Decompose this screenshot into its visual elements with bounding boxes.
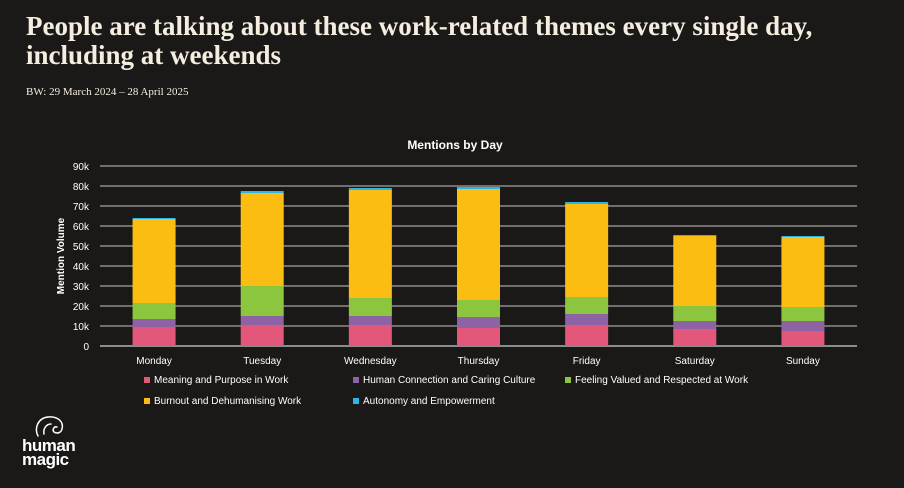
legend-swatch	[144, 377, 150, 383]
x-tick-label: Sunday	[786, 356, 820, 367]
legend-label: Human Connection and Caring Culture	[363, 375, 536, 386]
bar-segment	[565, 314, 609, 325]
x-tick-label: Wednesday	[344, 356, 397, 367]
y-tick-label: 0	[83, 342, 89, 353]
bar-segment	[781, 321, 825, 331]
bar-segment	[132, 319, 176, 327]
legend-label: Autonomy and Empowerment	[363, 396, 495, 407]
y-tick-label: 70k	[73, 202, 90, 213]
bar-segment	[673, 329, 717, 346]
logo-text-line1: human	[22, 436, 76, 455]
bar-segment	[348, 325, 392, 346]
bar-segment	[673, 236, 717, 306]
bar-segment	[348, 188, 392, 190]
chart-title: Mentions by Day	[407, 138, 503, 152]
legend-swatch	[353, 377, 359, 383]
y-tick-label: 10k	[73, 322, 90, 333]
legend-label: Feeling Valued and Respected at Work	[575, 375, 749, 386]
bar-segment	[781, 236, 825, 237]
y-axis-ticks: 0 10k 20k 30k 40k 50k 60k 70k 80k 90k	[73, 162, 90, 353]
bar-segment	[781, 237, 825, 307]
bar-segment	[132, 218, 176, 219]
bar-segment	[240, 193, 284, 286]
bar-segment	[457, 187, 500, 189]
bar-segment	[781, 331, 825, 346]
date-range: BW: 29 March 2024 – 28 April 2025	[26, 86, 189, 98]
y-tick-label: 40k	[73, 262, 90, 273]
y-axis-label: Mention Volume	[56, 217, 67, 294]
y-tick-label: 60k	[73, 222, 90, 233]
logo-text-line2: magic	[22, 450, 69, 469]
bar-segment	[348, 316, 392, 325]
bar-segment	[457, 189, 500, 300]
bar-segment	[565, 202, 609, 204]
page-title: People are talking about these work-rela…	[26, 11, 813, 70]
bar-segment	[781, 307, 825, 321]
bar-segment	[348, 190, 392, 298]
bar-segment	[240, 316, 284, 325]
bar-segment	[457, 328, 500, 346]
human-magic-logo: human magic	[18, 412, 98, 472]
x-tick-label: Friday	[573, 356, 601, 367]
y-tick-label: 80k	[73, 182, 90, 193]
bar-segment	[132, 303, 176, 319]
legend-swatch	[144, 398, 150, 404]
legend-label: Meaning and Purpose in Work	[154, 375, 289, 386]
bar-segment	[132, 219, 176, 303]
bar-segment	[565, 204, 609, 297]
legend-swatch	[565, 377, 571, 383]
x-tick-label: Monday	[136, 356, 172, 367]
legend-swatch	[353, 398, 359, 404]
bar-segment	[673, 235, 717, 236]
y-tick-label: 30k	[73, 282, 90, 293]
bar-segment	[240, 286, 284, 316]
x-tick-label: Tuesday	[243, 356, 281, 367]
y-tick-label: 20k	[73, 302, 90, 313]
bar-segment	[673, 306, 717, 321]
bar-segment	[565, 297, 609, 314]
brain-logo-icon	[35, 416, 64, 437]
bar-segment	[240, 191, 284, 193]
bar-segment	[457, 300, 500, 317]
bars	[132, 187, 825, 346]
bar-segment	[132, 327, 176, 346]
bar-segment	[348, 298, 392, 316]
x-axis-ticks: Monday Tuesday Wednesday Thursday Friday Satu…	[136, 356, 820, 367]
x-tick-label: Thursday	[458, 356, 500, 367]
x-tick-label: Saturday	[675, 356, 715, 367]
bar-segment	[240, 325, 284, 346]
y-tick-label: 90k	[73, 162, 90, 173]
legend: Meaning and Purpose in Work Human Connect…	[144, 375, 749, 407]
legend-label: Burnout and Dehumanising Work	[154, 396, 302, 407]
bar-segment	[673, 321, 717, 329]
bar-segment	[457, 317, 500, 328]
y-tick-label: 50k	[73, 242, 90, 253]
bar-segment	[565, 325, 609, 346]
